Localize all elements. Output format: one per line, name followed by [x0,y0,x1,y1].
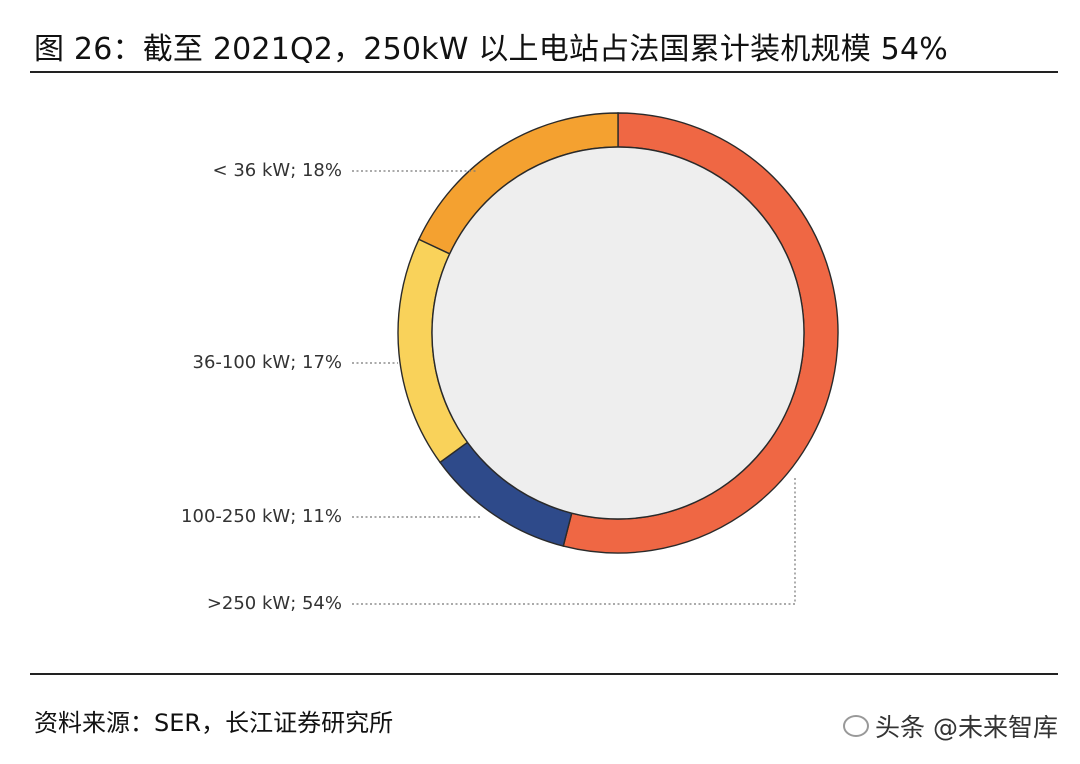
watermark-text: 头条 @未来智库 [875,713,1058,742]
leader-line-gt-250kw [352,476,796,605]
title-divider [30,71,1058,73]
watermark: 头条 @未来智库 [843,708,1058,744]
source-note: 资料来源：SER，长江证券研究所 [34,709,394,737]
source-divider [30,673,1058,675]
wechat-icon [843,715,870,737]
donut-chart: < 36 kW; 18% 36-100 kW; 17% 100-250 kW; 11… [181,112,839,614]
label-36-100kw: 36-100 kW; 17% [193,352,343,373]
label-gt-250kw: >250 kW; 54% [207,593,342,614]
donut-center [431,146,805,520]
label-100-250kw: 100-250 kW; 11% [181,506,342,527]
label-lt-36kw: < 36 kW; 18% [213,160,342,181]
chart-title: 图 26：截至 2021Q2，250kW 以上电站占法国累计装机规模 54% [34,32,948,67]
